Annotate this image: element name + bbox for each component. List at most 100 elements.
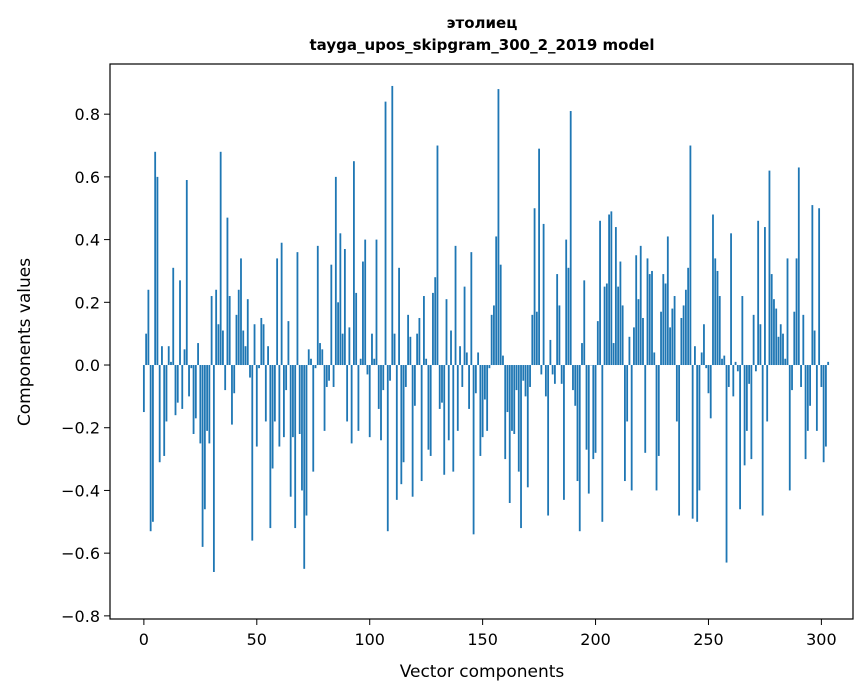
bar	[337, 302, 339, 366]
bar	[506, 365, 509, 413]
bar	[687, 267, 690, 366]
bar	[172, 267, 175, 366]
bar	[515, 365, 518, 391]
bar	[768, 170, 771, 366]
bar	[353, 161, 355, 366]
bar	[633, 327, 635, 366]
bar	[732, 365, 735, 397]
bar	[797, 167, 800, 366]
bar	[384, 101, 387, 366]
bar	[167, 346, 170, 366]
bar	[228, 296, 231, 366]
bar	[743, 365, 746, 466]
bar	[273, 365, 276, 422]
bar	[782, 333, 784, 366]
bar	[628, 336, 631, 366]
bar	[818, 208, 821, 366]
bar	[660, 311, 662, 366]
bar	[809, 365, 811, 406]
bar	[357, 365, 360, 431]
y-axis-ticks: −0.8 −0.6 −0.4 −0.2 0.0 0.2 0.4 0.6 0.8	[61, 105, 110, 626]
bar	[682, 305, 685, 366]
bar	[445, 299, 448, 366]
bar	[364, 239, 367, 366]
bar	[709, 365, 712, 419]
bar	[179, 280, 181, 366]
bar	[409, 336, 412, 366]
x-tick-label: 200	[580, 630, 611, 649]
bar	[316, 245, 319, 366]
bar	[748, 365, 751, 384]
bar	[610, 211, 613, 366]
bar	[323, 365, 326, 431]
bar	[705, 365, 708, 369]
bar	[472, 365, 475, 535]
plot-frame	[109, 63, 854, 620]
bar	[542, 223, 545, 366]
bar	[226, 217, 229, 366]
bar	[170, 361, 172, 366]
bar	[267, 346, 269, 366]
bar	[614, 227, 617, 366]
bar	[147, 289, 150, 366]
bar	[413, 365, 416, 406]
x-tick-label: 50	[247, 630, 267, 649]
bar	[285, 365, 288, 391]
x-tick-label: 250	[693, 630, 724, 649]
bar	[402, 365, 405, 463]
bar	[244, 346, 247, 366]
bar	[321, 349, 324, 366]
bar	[443, 365, 446, 475]
bar	[341, 333, 344, 366]
bar	[635, 255, 638, 366]
bar	[791, 365, 793, 391]
bar	[154, 151, 157, 366]
bar	[231, 365, 233, 425]
bar	[251, 365, 254, 541]
bar	[282, 365, 285, 438]
y-tick-label: −0.4	[61, 481, 100, 500]
bar	[574, 365, 577, 406]
bar	[689, 145, 692, 366]
bar	[434, 277, 437, 366]
bar	[391, 85, 394, 366]
bar	[524, 365, 527, 397]
bar	[298, 365, 301, 434]
bar	[152, 365, 154, 522]
bar	[386, 365, 389, 532]
bar	[684, 289, 687, 366]
bar	[398, 267, 400, 366]
bar	[188, 365, 190, 397]
bar	[644, 365, 647, 453]
bar	[203, 365, 206, 510]
bar	[703, 324, 705, 366]
bar	[145, 333, 148, 366]
y-tick-label: 0.8	[75, 105, 100, 124]
bar	[346, 365, 349, 422]
bar	[190, 365, 193, 369]
bar	[278, 365, 281, 447]
bar	[181, 365, 184, 409]
bar	[734, 361, 737, 366]
bar	[441, 365, 443, 403]
chart-subtitle: tayga_upos_skipgram_300_2_2019 model	[310, 36, 655, 54]
bar	[222, 330, 224, 366]
bar	[289, 365, 292, 497]
bar	[215, 289, 218, 366]
bar	[624, 365, 626, 482]
bar	[626, 365, 629, 422]
bar	[470, 252, 473, 366]
bar	[240, 258, 242, 366]
bar	[508, 365, 511, 503]
bar	[788, 365, 791, 491]
bar	[452, 365, 455, 472]
bar	[366, 365, 369, 375]
bar	[563, 365, 565, 500]
bar	[165, 365, 168, 422]
bar	[269, 365, 272, 529]
bar	[594, 365, 597, 453]
bar	[305, 365, 308, 516]
bar	[565, 239, 568, 366]
bar	[375, 239, 378, 366]
bar	[825, 365, 827, 447]
